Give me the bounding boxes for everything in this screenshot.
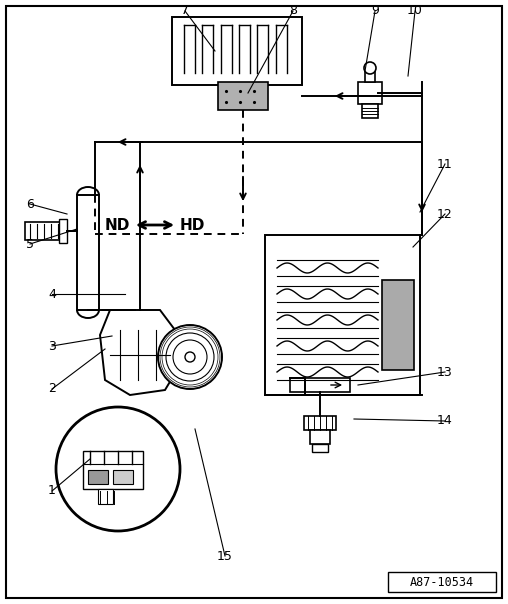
Bar (310, 430, 330, 444)
Bar (172, 17, 302, 85)
Circle shape (56, 407, 180, 531)
Bar (362, 104, 378, 118)
Bar (365, 68, 375, 82)
Circle shape (158, 325, 222, 389)
Bar (98, 489, 113, 504)
Bar (77, 195, 99, 310)
Bar (59, 219, 67, 243)
Text: 2: 2 (48, 382, 56, 396)
Text: 6: 6 (26, 198, 34, 211)
Text: 10: 10 (407, 4, 423, 18)
Bar (265, 235, 420, 395)
Circle shape (364, 62, 376, 74)
Bar (290, 378, 350, 392)
Polygon shape (100, 310, 180, 395)
Text: 9: 9 (371, 4, 379, 18)
Text: 12: 12 (437, 208, 453, 220)
Text: 5: 5 (26, 237, 34, 251)
Circle shape (173, 340, 207, 374)
Bar (113, 470, 133, 484)
Text: 13: 13 (437, 365, 453, 379)
Circle shape (185, 352, 195, 362)
Bar (358, 82, 382, 104)
Bar (388, 572, 496, 592)
Bar (304, 416, 336, 430)
Text: A87-10534: A87-10534 (410, 576, 474, 588)
Bar (218, 82, 268, 110)
Text: 15: 15 (217, 550, 233, 562)
Bar (382, 280, 414, 370)
Text: 4: 4 (48, 288, 56, 301)
Text: 14: 14 (437, 414, 453, 428)
Text: 7: 7 (181, 4, 189, 18)
Bar (25, 222, 67, 240)
Text: 3: 3 (48, 339, 56, 353)
Text: ND: ND (105, 217, 130, 233)
Bar (312, 444, 328, 452)
Text: 11: 11 (437, 158, 453, 170)
Bar (83, 451, 143, 489)
Text: 1: 1 (48, 484, 56, 498)
Text: HD: HD (180, 217, 205, 233)
Bar (88, 470, 108, 484)
Text: 8: 8 (289, 4, 297, 18)
